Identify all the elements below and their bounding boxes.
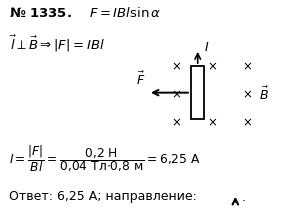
Text: $\vec{B}$: $\vec{B}$ bbox=[259, 86, 269, 104]
Text: $F = IBl\sin\alpha$: $F = IBl\sin\alpha$ bbox=[89, 6, 161, 20]
Text: $\vec{F}$: $\vec{F}$ bbox=[136, 71, 145, 88]
Text: $\times$: $\times$ bbox=[171, 60, 181, 74]
Text: Ответ: 6,25 А; направление:: Ответ: 6,25 А; направление: bbox=[9, 190, 197, 203]
Text: $\times$: $\times$ bbox=[242, 88, 252, 101]
Text: $I$: $I$ bbox=[204, 41, 209, 55]
Text: $\times$: $\times$ bbox=[242, 60, 252, 74]
Bar bbox=[191, 66, 204, 119]
Text: .: . bbox=[241, 191, 245, 204]
Text: $\mathbf{№\ 1335.}$: $\mathbf{№\ 1335.}$ bbox=[9, 6, 72, 20]
Text: $\times$: $\times$ bbox=[171, 88, 181, 101]
Text: $I = \dfrac{|F|}{Bl} = \dfrac{0{,}2\ \mathrm{H}}{0{,}04\ \mathrm{Тл}{\cdot}0{,}8: $I = \dfrac{|F|}{Bl} = \dfrac{0{,}2\ \ma… bbox=[9, 143, 201, 174]
Text: $\times$: $\times$ bbox=[242, 116, 252, 129]
Text: $\vec{l} \perp \vec{B} \Rightarrow |F| = IBl$: $\vec{l} \perp \vec{B} \Rightarrow |F| =… bbox=[9, 34, 105, 55]
Text: $\times$: $\times$ bbox=[207, 116, 217, 129]
Text: $\times$: $\times$ bbox=[207, 60, 217, 74]
Text: $\times$: $\times$ bbox=[171, 116, 181, 129]
